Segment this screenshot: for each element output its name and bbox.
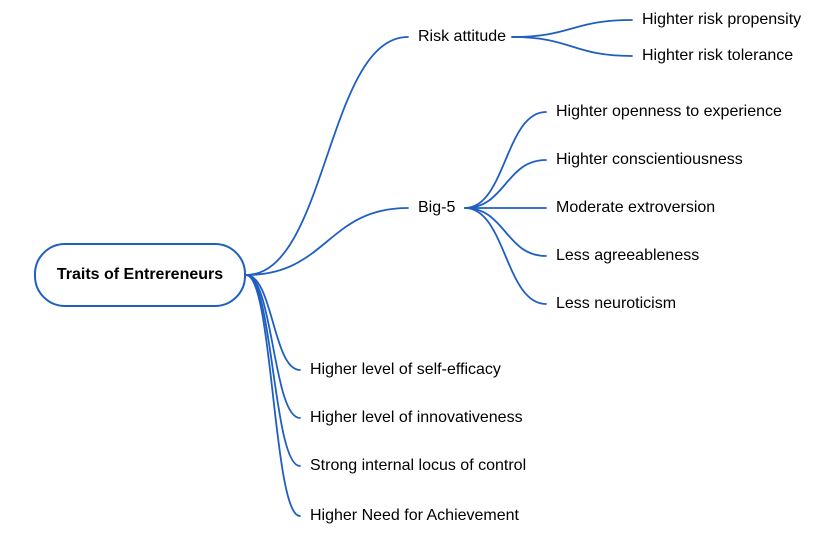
edge-risk-to-child-1	[512, 37, 632, 56]
node-big5-child-2: Moderate extroversion	[556, 199, 715, 216]
node-big5-child-4: Less neuroticism	[556, 295, 676, 312]
root-node-label: Traits of Entrereneurs	[57, 266, 223, 283]
node-big5-child-3: Less agreeableness	[556, 247, 699, 264]
node-risk-child-1: Highter risk tolerance	[642, 47, 793, 64]
node-nach: Higher Need for Achievement	[310, 507, 520, 524]
edge-big5-to-child-1	[465, 160, 546, 208]
edge-big5-to-child-4	[465, 208, 546, 304]
edge-root-to-big5	[246, 208, 408, 275]
edge-root-to-selfeff	[246, 275, 300, 370]
node-big5-child-1: Highter conscientiousness	[556, 151, 743, 168]
edge-big5-to-child-3	[465, 208, 546, 256]
node-innov: Higher level of innovativeness	[310, 409, 523, 426]
edge-root-to-nach	[246, 275, 300, 516]
node-selfeff: Higher level of self-efficacy	[310, 361, 501, 378]
node-big5: Big-5	[418, 199, 455, 216]
edge-root-to-risk	[246, 37, 408, 275]
edge-root-to-locus	[246, 275, 300, 466]
mindmap-diagram: Traits of Entrereneurs Risk attitude Hight…	[0, 0, 827, 550]
edge-big5-to-child-0	[465, 112, 546, 208]
node-risk: Risk attitude	[418, 28, 506, 45]
edge-risk-to-child-0	[512, 20, 632, 37]
node-locus: Strong internal locus of control	[310, 457, 526, 474]
node-risk-child-0: Highter risk propensity	[642, 11, 801, 28]
node-big5-child-0: Highter openness to experience	[556, 103, 782, 120]
